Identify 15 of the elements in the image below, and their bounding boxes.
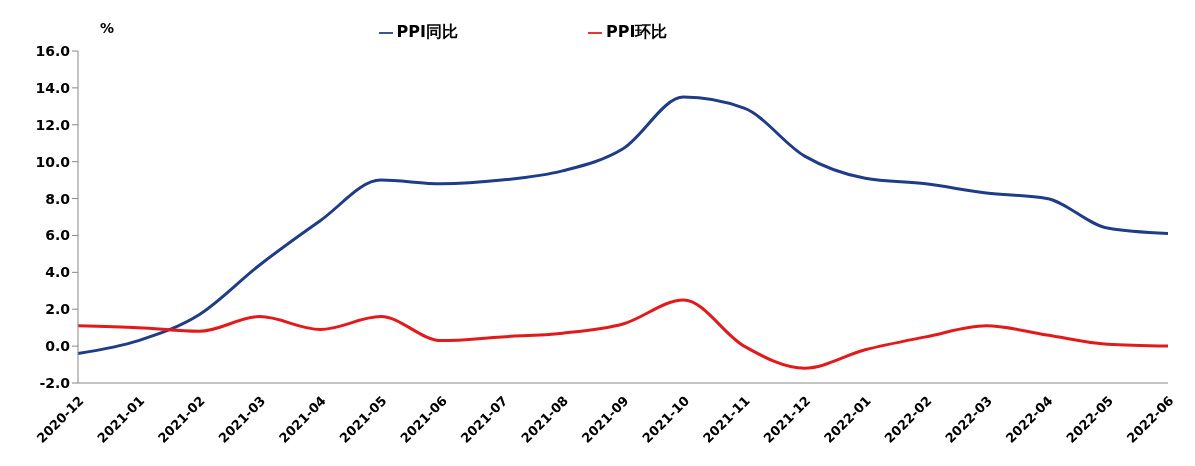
line-series <box>76 95 1170 355</box>
legend-label: PPI环比 <box>606 22 668 41</box>
y-tick-label: 12.0 <box>35 116 71 133</box>
line-series <box>76 298 1170 370</box>
y-tick-label: 8.0 <box>45 190 71 207</box>
y-tick-label: 10.0 <box>35 153 71 170</box>
y-tick-label: 2.0 <box>45 301 71 318</box>
y-tick-label: 0.0 <box>45 338 71 355</box>
y-tick-label: 6.0 <box>45 227 71 244</box>
y-tick-label: 16.0 <box>35 42 71 59</box>
y-axis-title: % <box>100 20 115 36</box>
y-tick-label: 14.0 <box>35 79 71 96</box>
legend-label: PPI同比 <box>396 22 458 41</box>
y-tick-label: -2.0 <box>39 374 71 391</box>
y-tick-label: 4.0 <box>45 264 71 281</box>
